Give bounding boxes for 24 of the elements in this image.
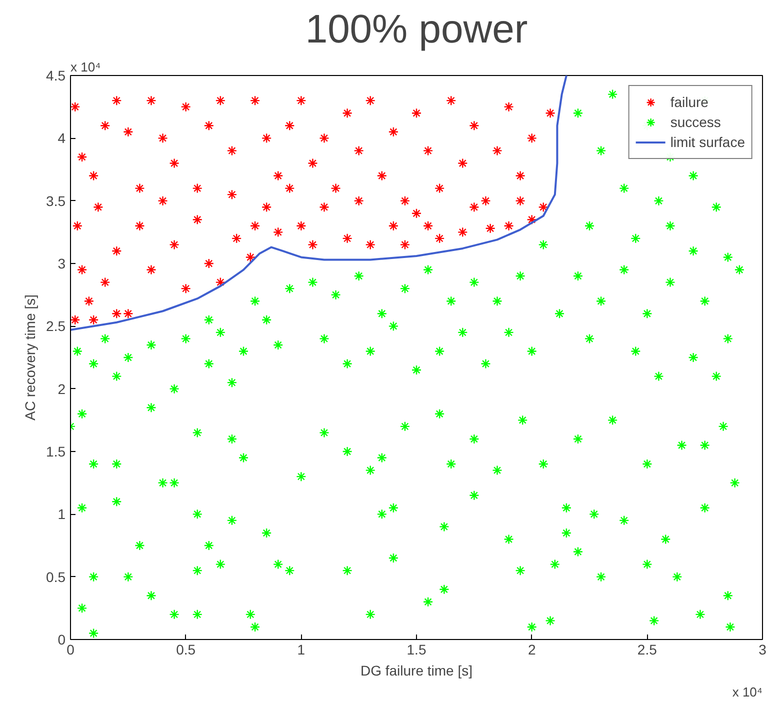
y-tick-label: 0.5: [46, 568, 66, 585]
y-tick-label: 0: [58, 632, 66, 648]
x-tick-label: 1: [297, 642, 306, 658]
chart-title: 100% power: [305, 8, 528, 52]
y-tick-label: 2: [58, 380, 66, 397]
y-tick-label: 1: [58, 506, 66, 522]
x-tick-label: 2.5: [637, 642, 658, 658]
x-tick-label: 1.5: [406, 642, 426, 658]
x-axis-title: DG failure time [s]: [360, 662, 473, 678]
y-tick-label: 1.5: [46, 444, 66, 460]
y-tick-label: 3.5: [46, 192, 66, 209]
text: x 10⁴: [732, 684, 763, 700]
y-tick-label: 4.5: [46, 68, 66, 84]
y-tick-label: 2.5: [46, 318, 66, 334]
y-axis-title: AC recovery time [s]: [22, 294, 38, 421]
legend-label: limit surface: [670, 133, 745, 151]
x-tick-label: 3: [758, 642, 767, 658]
text: x 10⁴: [70, 60, 101, 74]
y-tick-label: 3: [58, 256, 66, 272]
legend-label: success: [670, 113, 721, 131]
x-tick-label: 2: [528, 642, 536, 658]
y-tick-label: 4: [58, 130, 66, 146]
legend-label: failure: [670, 93, 708, 111]
x-tick-label: 0.5: [176, 642, 196, 658]
